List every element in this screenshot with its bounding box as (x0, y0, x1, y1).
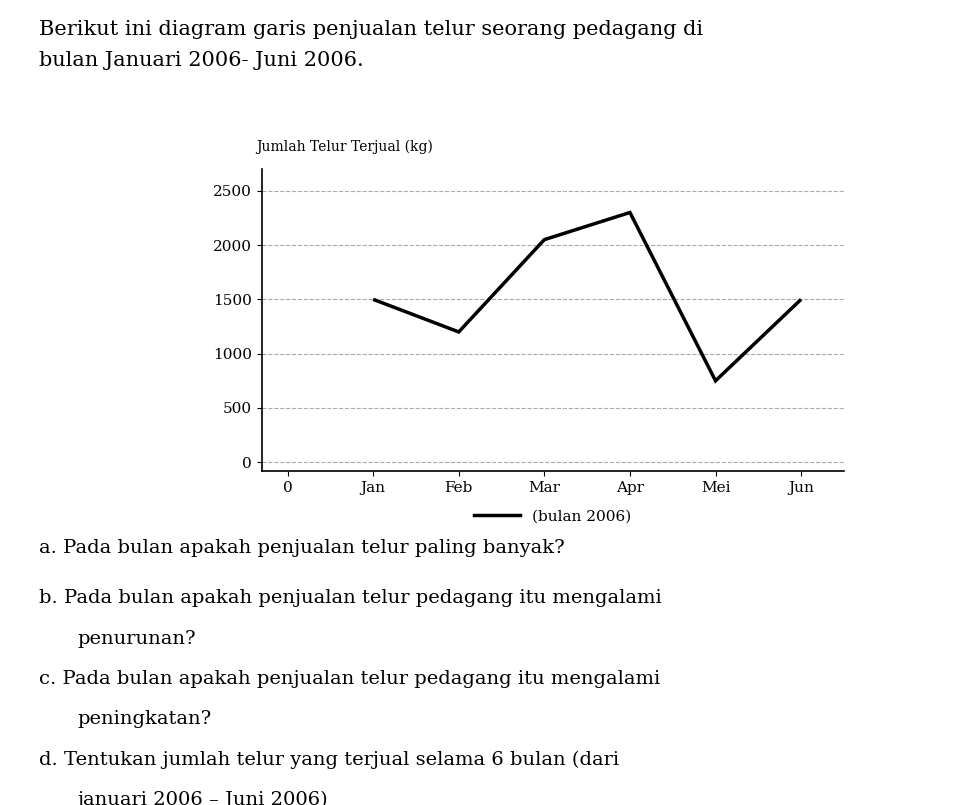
Text: januari 2006 – Juni 2006): januari 2006 – Juni 2006) (78, 791, 328, 805)
Text: d. Tentukan jumlah telur yang terjual selama 6 bulan (dari: d. Tentukan jumlah telur yang terjual se… (39, 750, 618, 769)
Text: b. Pada bulan apakah penjualan telur pedagang itu mengalami: b. Pada bulan apakah penjualan telur ped… (39, 589, 661, 607)
Text: a. Pada bulan apakah penjualan telur paling banyak?: a. Pada bulan apakah penjualan telur pal… (39, 539, 564, 557)
Text: penurunan?: penurunan? (78, 630, 196, 647)
Text: c. Pada bulan apakah penjualan telur pedagang itu mengalami: c. Pada bulan apakah penjualan telur ped… (39, 670, 659, 687)
Text: Jumlah Telur Terjual (kg): Jumlah Telur Terjual (kg) (256, 139, 432, 154)
Text: Berikut ini diagram garis penjualan telur seorang pedagang di
bulan Januari 2006: Berikut ini diagram garis penjualan telu… (39, 20, 703, 70)
Legend: (bulan 2006): (bulan 2006) (468, 503, 637, 530)
Text: peningkatan?: peningkatan? (78, 710, 211, 728)
